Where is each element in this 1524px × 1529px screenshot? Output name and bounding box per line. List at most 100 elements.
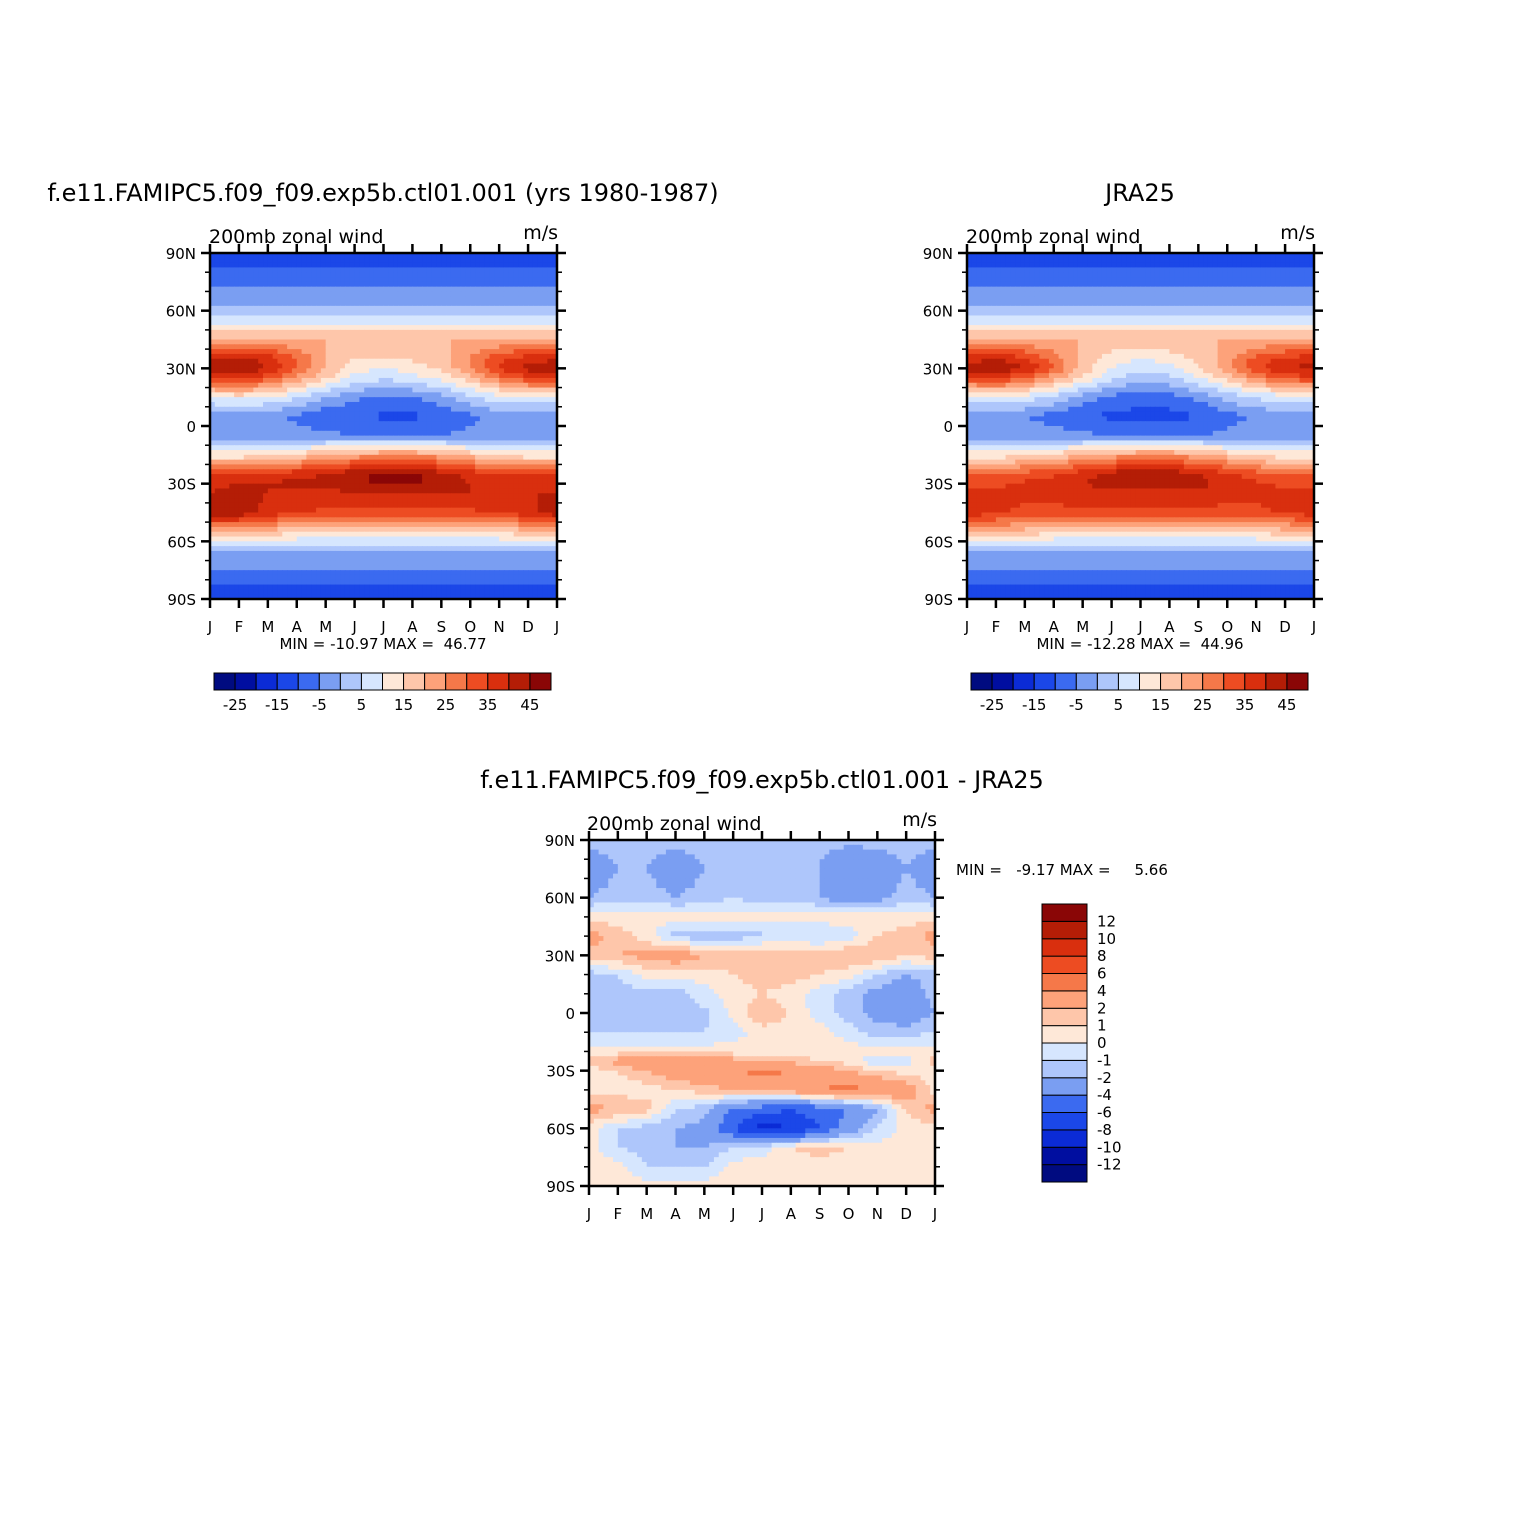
heatmap-cell — [224, 416, 230, 422]
heatmap-cell — [373, 358, 380, 365]
heatmap-cell — [214, 426, 221, 432]
heatmap-cell — [316, 416, 322, 422]
heatmap-cell — [417, 474, 423, 480]
heatmap-cell — [320, 296, 327, 302]
heatmap-cell — [547, 421, 553, 427]
heatmap-cell — [219, 445, 226, 451]
heatmap-cell — [369, 301, 375, 307]
heatmap-cell — [301, 325, 307, 331]
heatmap-cell — [513, 267, 520, 273]
heatmap-cell — [354, 325, 360, 331]
heatmap-cell — [253, 459, 259, 466]
heatmap-cell — [494, 281, 500, 288]
heatmap-cell — [243, 555, 250, 562]
heatmap-cell — [373, 464, 380, 470]
heatmap-cell — [407, 377, 414, 384]
heatmap-cell — [238, 253, 245, 259]
heatmap-cell — [229, 411, 235, 417]
heatmap-cell — [484, 440, 491, 446]
heatmap-cell — [330, 315, 336, 321]
heatmap-cell — [335, 517, 341, 523]
heatmap-cell — [426, 474, 433, 480]
heatmap-cell — [388, 310, 394, 317]
heatmap-cell — [547, 310, 553, 317]
heatmap-cell — [214, 272, 221, 278]
heatmap-cell — [532, 445, 539, 451]
heatmap-cell — [311, 377, 317, 384]
heatmap-cell — [537, 512, 544, 518]
heatmap-cell — [301, 277, 307, 283]
heatmap-cell — [311, 382, 317, 389]
heatmap-cell — [528, 272, 534, 278]
heatmap-cell — [412, 382, 418, 389]
heatmap-cell — [513, 454, 520, 461]
heatmap-cell — [291, 522, 298, 528]
heatmap-cell — [494, 459, 500, 466]
heatmap-cell — [296, 474, 303, 480]
heatmap-cell — [248, 373, 254, 379]
heatmap-cell — [407, 541, 414, 547]
heatmap-cell — [214, 440, 221, 446]
heatmap-cell — [518, 281, 524, 288]
heatmap-cell — [475, 469, 481, 475]
heatmap-cell — [301, 435, 307, 442]
heatmap-cell — [238, 349, 245, 355]
heatmap-cell — [441, 277, 447, 283]
heatmap-cell — [214, 281, 221, 288]
heatmap-cell — [287, 584, 293, 590]
heatmap-cell — [359, 445, 365, 451]
heatmap-cell — [528, 291, 534, 297]
heatmap-cell — [431, 498, 438, 504]
heatmap-cell — [316, 349, 322, 355]
heatmap-cell — [460, 325, 467, 331]
heatmap-cell — [441, 507, 447, 514]
heatmap-cell — [311, 353, 317, 360]
heatmap-cell — [296, 291, 303, 297]
heatmap-cell — [431, 531, 438, 538]
heatmap-cell — [470, 517, 476, 523]
heatmap-cell — [431, 339, 438, 345]
heatmap-cell — [503, 574, 510, 581]
heatmap-cell — [494, 474, 500, 480]
heatmap-cell — [407, 512, 414, 518]
heatmap-cell — [306, 522, 312, 528]
heatmap-cell — [296, 483, 303, 490]
heatmap-cell — [238, 286, 245, 293]
heatmap-cell — [484, 325, 491, 331]
heatmap-cell — [475, 277, 481, 283]
heatmap-cell — [402, 469, 409, 475]
heatmap-cell — [489, 464, 495, 470]
heatmap-cell — [267, 281, 274, 288]
heatmap-cell — [479, 560, 486, 566]
heatmap-cell — [277, 526, 283, 533]
heatmap-cell — [436, 454, 442, 461]
heatmap-cell — [479, 401, 486, 408]
heatmap-cell — [248, 469, 254, 475]
heatmap-cell — [402, 502, 409, 509]
heatmap-cell — [214, 507, 221, 514]
heatmap-cell — [523, 531, 529, 538]
heatmap-cell — [450, 483, 457, 490]
heatmap-cell — [528, 257, 534, 264]
heatmap-cell — [552, 334, 558, 341]
heatmap-cell — [503, 301, 510, 307]
heatmap-cell — [369, 401, 375, 408]
heatmap-cell — [537, 560, 544, 566]
heatmap-cell — [552, 382, 558, 389]
heatmap-cell — [431, 296, 438, 302]
heatmap-cell — [378, 493, 385, 499]
heatmap-cell — [397, 253, 404, 259]
heatmap-cell — [349, 277, 356, 283]
heatmap-cell — [547, 464, 553, 470]
heatmap-cell — [359, 349, 365, 355]
heatmap-cell — [253, 305, 259, 312]
heatmap-cell — [528, 474, 534, 480]
heatmap-cell — [542, 570, 548, 576]
heatmap-cell — [465, 445, 471, 451]
heatmap-cell — [320, 368, 327, 374]
heatmap-cell — [267, 349, 274, 355]
heatmap-cell — [388, 397, 394, 403]
heatmap-cell — [306, 440, 312, 446]
heatmap-cell — [479, 305, 486, 312]
heatmap-cell — [494, 296, 500, 302]
